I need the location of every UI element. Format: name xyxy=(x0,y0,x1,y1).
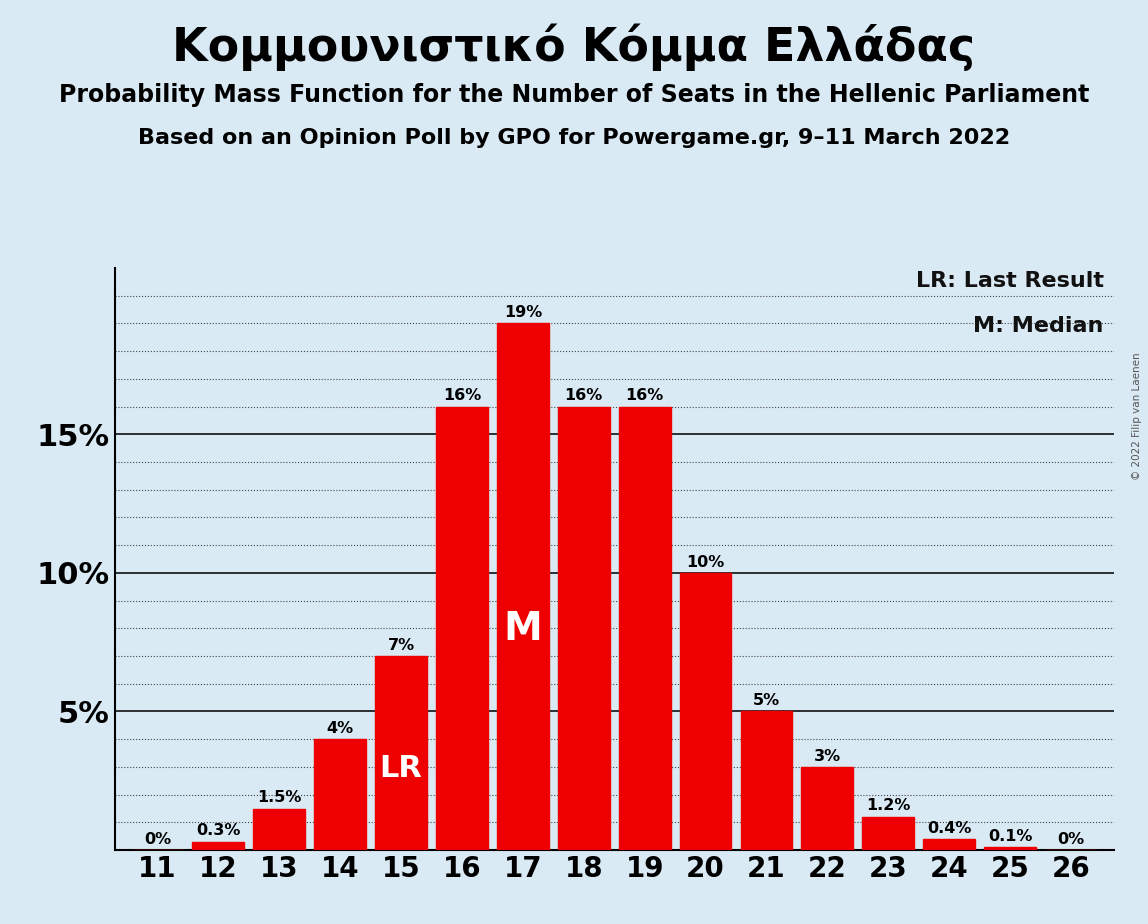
Text: M: Median: M: Median xyxy=(974,316,1103,335)
Text: M: M xyxy=(504,610,542,648)
Text: 0.3%: 0.3% xyxy=(196,823,241,838)
Bar xyxy=(436,407,488,850)
Bar xyxy=(558,407,610,850)
Text: 10%: 10% xyxy=(687,554,724,569)
Text: LR: Last Result: LR: Last Result xyxy=(916,271,1103,291)
Text: 4%: 4% xyxy=(326,721,354,736)
Text: 19%: 19% xyxy=(504,305,542,320)
Text: © 2022 Filip van Laenen: © 2022 Filip van Laenen xyxy=(1132,352,1142,480)
Text: Based on an Opinion Poll by GPO for Powergame.gr, 9–11 March 2022: Based on an Opinion Poll by GPO for Powe… xyxy=(138,128,1010,148)
Bar xyxy=(740,711,792,850)
Text: 1.2%: 1.2% xyxy=(866,798,910,813)
Text: Probability Mass Function for the Number of Seats in the Hellenic Parliament: Probability Mass Function for the Number… xyxy=(59,83,1089,107)
Bar xyxy=(619,407,670,850)
Text: 0%: 0% xyxy=(1057,832,1085,846)
Text: 1.5%: 1.5% xyxy=(257,790,302,805)
Text: 0.1%: 0.1% xyxy=(987,829,1032,844)
Text: 0.4%: 0.4% xyxy=(926,821,971,835)
Text: 16%: 16% xyxy=(443,388,481,403)
Bar xyxy=(315,739,366,850)
Text: 3%: 3% xyxy=(814,748,840,763)
Text: 7%: 7% xyxy=(388,638,414,652)
Text: Κομμουνιστικό Κόμμα Ελλάδας: Κομμουνιστικό Κόμμα Ελλάδας xyxy=(172,23,976,70)
Text: LR: LR xyxy=(380,754,422,783)
Bar xyxy=(862,817,914,850)
Bar xyxy=(193,842,245,850)
Bar xyxy=(254,808,305,850)
Bar xyxy=(497,323,549,850)
Bar xyxy=(680,573,731,850)
Text: 0%: 0% xyxy=(144,832,171,846)
Bar xyxy=(984,847,1035,850)
Text: 16%: 16% xyxy=(565,388,603,403)
Text: 16%: 16% xyxy=(626,388,664,403)
Text: 5%: 5% xyxy=(753,693,779,708)
Bar xyxy=(923,839,975,850)
Bar xyxy=(375,656,427,850)
Bar xyxy=(801,767,853,850)
